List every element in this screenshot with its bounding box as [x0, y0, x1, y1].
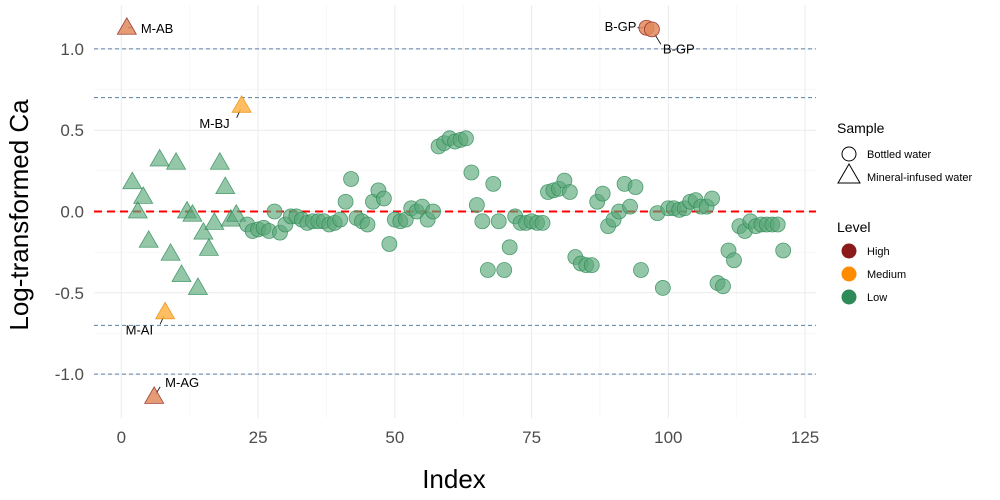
x-tick-label: 125	[791, 428, 819, 447]
data-point	[133, 186, 154, 204]
data-point	[490, 213, 507, 230]
x-tick-label: 0	[117, 428, 126, 447]
data-point	[769, 216, 786, 233]
data-point	[381, 236, 398, 252]
point-label: B-GP	[663, 41, 695, 56]
data-point	[627, 179, 644, 196]
data-points	[116, 16, 792, 404]
data-point	[182, 203, 203, 222]
data-point	[171, 264, 192, 282]
point-annotations: M-AB M-AG M-AI M-BJ B-GP B-GP	[126, 19, 695, 390]
data-point	[209, 151, 230, 170]
legend-key-level	[841, 289, 857, 305]
data-point	[187, 277, 209, 295]
data-point	[343, 171, 359, 187]
x-tick-label: 50	[385, 428, 404, 447]
legend-key-level	[841, 266, 857, 282]
point-label: M-AB	[141, 21, 174, 36]
legend-title-level: Level	[837, 219, 870, 235]
data-point	[463, 164, 480, 181]
x-tick-label: 100	[654, 428, 682, 447]
data-point	[149, 148, 170, 167]
legend: Sample Bottled water Mineral-infused water…	[837, 120, 972, 305]
legend-label-mineral: Mineral-infused water	[867, 172, 972, 184]
data-point	[226, 203, 247, 222]
data-point	[165, 151, 187, 170]
data-point	[231, 95, 252, 113]
y-tick-label: 0.5	[60, 121, 84, 140]
data-point	[704, 190, 720, 207]
data-point	[715, 278, 731, 295]
x-tick-label: 25	[249, 428, 268, 447]
data-point	[468, 197, 485, 213]
y-tick-label: -0.5	[55, 284, 84, 303]
y-tick-label: -1.0	[55, 365, 84, 384]
data-point	[359, 216, 376, 233]
data-point	[160, 242, 181, 261]
point-label: B-GP	[605, 19, 637, 34]
legend-key-triangle	[837, 163, 861, 184]
legend-label-level: Low	[867, 292, 887, 304]
data-point	[633, 262, 649, 278]
data-point	[143, 386, 165, 404]
data-point	[726, 252, 742, 269]
y-tick-label: 1.0	[60, 40, 84, 59]
data-point	[193, 221, 214, 240]
x-axis-title: Index	[422, 464, 486, 494]
point-label: M-BJ	[199, 116, 229, 131]
data-point	[583, 257, 600, 274]
data-point	[644, 21, 660, 38]
data-point	[654, 280, 671, 296]
data-point	[154, 301, 176, 320]
data-point	[775, 242, 792, 259]
data-point	[198, 238, 220, 256]
legend-label-level: High	[867, 246, 890, 258]
data-point	[458, 130, 474, 147]
data-point	[534, 214, 551, 231]
legend-label-level: Medium	[867, 269, 906, 281]
y-axis-ticks: -1.0 -0.5 0.0 0.5 1.0	[55, 40, 84, 384]
data-point	[375, 190, 392, 207]
x-tick-label: 75	[522, 428, 541, 447]
data-point	[215, 176, 236, 195]
data-point	[332, 211, 349, 228]
x-axis-ticks: 0 25 50 75 100 125	[117, 428, 820, 447]
data-point	[501, 239, 518, 256]
data-point	[127, 200, 148, 219]
data-point	[479, 262, 496, 278]
legend-label-bottled: Bottled water	[867, 149, 932, 161]
data-point	[266, 203, 283, 220]
data-point	[622, 198, 638, 215]
data-point	[594, 185, 611, 202]
legend-key-level	[841, 243, 857, 259]
data-point	[485, 175, 502, 192]
data-point	[561, 184, 578, 200]
point-label: M-AI	[126, 322, 153, 337]
legend-key-circle	[841, 146, 857, 162]
data-point	[138, 229, 159, 248]
data-point	[496, 262, 513, 278]
data-point	[204, 212, 225, 230]
legend-title-sample: Sample	[837, 120, 885, 136]
data-point	[116, 16, 138, 35]
y-tick-label: 0.0	[60, 203, 84, 222]
data-point	[474, 213, 491, 230]
point-label: M-AG	[165, 375, 199, 390]
y-axis-title: Log-transformed Ca	[4, 99, 34, 331]
data-point	[337, 193, 354, 210]
data-point	[122, 171, 143, 190]
data-point	[425, 203, 442, 220]
